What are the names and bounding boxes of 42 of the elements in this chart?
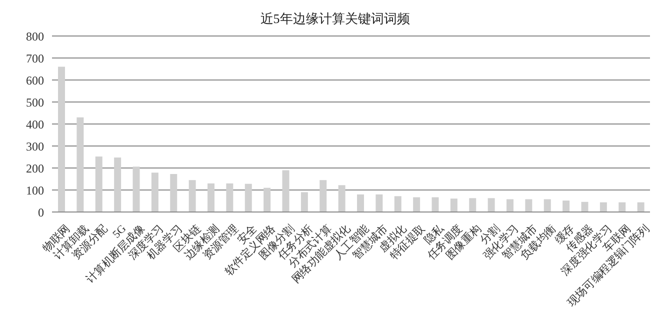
bar — [188, 180, 196, 212]
y-tick-label: 300 — [26, 139, 44, 154]
bar — [525, 199, 532, 212]
bar — [208, 183, 214, 212]
bar — [76, 117, 84, 212]
bar — [338, 185, 346, 212]
y-tick-label: 400 — [26, 117, 44, 132]
y-tick-label: 0 — [38, 205, 44, 220]
bar — [226, 183, 234, 212]
bar — [264, 188, 271, 212]
bar — [320, 180, 327, 212]
bar — [282, 170, 290, 212]
y-tick-label: 200 — [26, 161, 44, 176]
bar — [413, 197, 420, 212]
bar — [637, 202, 644, 212]
bar — [432, 197, 439, 212]
bar — [132, 166, 140, 212]
bar — [300, 192, 308, 212]
bar — [394, 196, 402, 212]
bar — [95, 156, 102, 212]
bar — [488, 198, 495, 212]
bar — [357, 194, 364, 212]
bar — [58, 66, 65, 212]
y-tick-label: 100 — [26, 183, 44, 198]
bar — [244, 184, 252, 212]
bar — [562, 200, 570, 212]
y-tick-label: 700 — [26, 51, 44, 66]
y-tick-label: 500 — [26, 95, 44, 110]
bar — [450, 198, 458, 212]
bar — [506, 199, 514, 212]
bar — [151, 172, 158, 212]
bar — [114, 157, 122, 212]
bar — [600, 202, 607, 212]
bar — [376, 194, 383, 212]
bar — [581, 202, 588, 212]
bar — [170, 174, 178, 212]
y-tick-label: 600 — [26, 73, 44, 88]
chart-title: 近5年边缘计算关键词词频 — [259, 10, 411, 28]
bar — [469, 198, 476, 212]
bar — [544, 199, 551, 212]
bar — [618, 202, 626, 212]
y-tick-label: 800 — [26, 29, 44, 44]
